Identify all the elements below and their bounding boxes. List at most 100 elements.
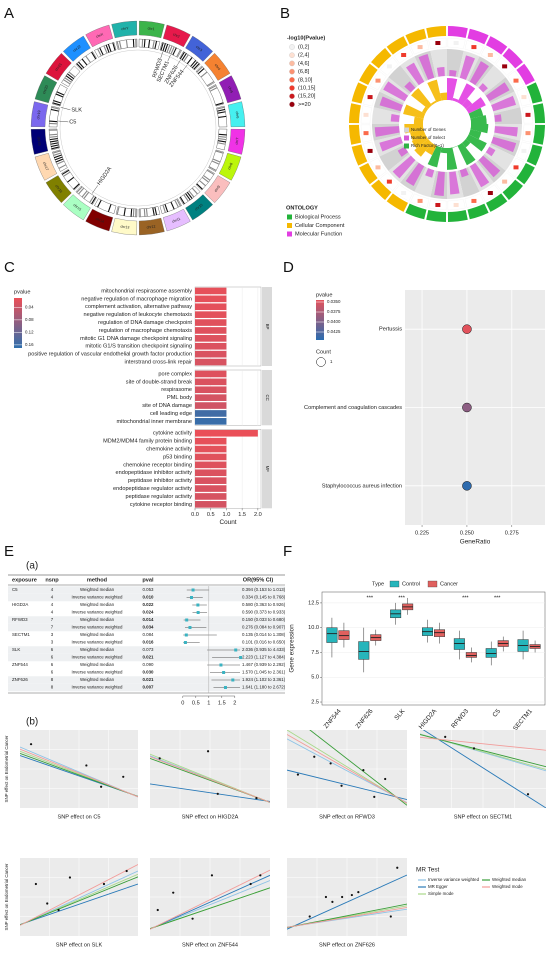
facet-strip (262, 370, 272, 426)
cell: Weighted median (80, 587, 115, 592)
category-label: mitochondrial respirasome assembly (101, 288, 192, 294)
legend-swatch (389, 580, 400, 588)
band (125, 39, 128, 48)
snp-point (308, 915, 311, 918)
category-label: mitochondrial inner membrane (116, 419, 192, 425)
chromosome (63, 35, 91, 62)
band (97, 199, 102, 208)
column-header: pval (142, 577, 154, 583)
select-bar (449, 70, 457, 77)
select-bar (383, 81, 409, 102)
or-point (185, 618, 189, 622)
category-label: peptidase regulator activity (125, 494, 192, 500)
chromosome-label: chr12 (146, 225, 155, 230)
snp-point (68, 876, 72, 879)
rich-factor-bar (439, 92, 447, 101)
band (162, 43, 166, 52)
band (61, 169, 70, 175)
cell: 0.024 (143, 610, 155, 615)
snp-point (329, 762, 332, 765)
x-axis-title: SNP effect on SLK (56, 942, 103, 948)
band (212, 158, 221, 163)
legend-dot (289, 52, 295, 58)
row-band (8, 623, 285, 632)
go-term-ring (516, 63, 535, 85)
band (53, 152, 62, 156)
cell: 4 (51, 595, 54, 600)
category-label: endopeptidase inhibitor activity (116, 470, 193, 476)
band (170, 201, 175, 210)
or-point (222, 671, 226, 674)
cell: RFWD3 (12, 617, 28, 622)
rich-factor-bar (452, 97, 459, 103)
chromosome (34, 75, 58, 104)
legend-title: -log10(Pvalue) (287, 35, 325, 41)
band (183, 194, 189, 202)
cell: 0.590 (0.373 to 0.933) (242, 610, 286, 615)
pvalue-cell (471, 198, 477, 203)
fit-line (150, 887, 270, 930)
snp-point (249, 882, 252, 886)
go-term-ring (405, 28, 427, 45)
x-axis-title: SNP effect on SECTM1 (454, 814, 513, 820)
row-band (8, 586, 285, 594)
rich-factor-bar (414, 138, 433, 157)
x-tick-label: 0 (181, 700, 184, 706)
gene-wedge (447, 49, 464, 78)
snp-point (384, 777, 387, 781)
band (143, 208, 146, 217)
go-term-ring (502, 179, 523, 200)
band (89, 195, 95, 203)
chromosome (227, 128, 246, 155)
cell: Inverse variance weighted (71, 685, 123, 690)
go-term-ring (405, 203, 427, 220)
size-key (316, 357, 326, 367)
go-term-ring (351, 82, 368, 104)
band (217, 140, 226, 143)
chromosome (111, 217, 138, 236)
chromosome (30, 101, 49, 128)
gene-label: RFWD3 (152, 58, 164, 79)
band (49, 135, 58, 138)
y-tick-label: 7.5 (311, 650, 319, 656)
significance: *** (367, 595, 374, 601)
band (50, 144, 59, 148)
chromosome (45, 175, 72, 203)
bar (195, 319, 227, 326)
legend-tick-label: 0.0375 (327, 309, 341, 314)
rich-factor-bar (457, 83, 476, 106)
legend-swatch (404, 135, 409, 141)
legend-label: (8,10] (298, 77, 313, 83)
dot (462, 402, 472, 413)
snp-point (100, 785, 103, 788)
legend-tick-label: 0.08 (25, 317, 34, 322)
pvalue-cell (386, 64, 392, 69)
category-label: endopeptidase regulator activity (113, 486, 192, 492)
x-tick-label: 1.5 (238, 512, 246, 518)
snp-point (296, 773, 300, 776)
band (186, 191, 193, 199)
snp-point (85, 764, 88, 767)
band (53, 154, 62, 159)
band (191, 187, 198, 195)
x-tick-label: 0.5 (207, 512, 215, 518)
select-bar (379, 96, 403, 112)
snp-point (472, 747, 476, 750)
fit-line (20, 864, 138, 926)
bar (195, 493, 227, 500)
band (55, 93, 64, 98)
pvalue-cell (367, 148, 373, 153)
fit-line (420, 734, 546, 768)
go-term-ring (371, 48, 392, 69)
cell: 6 (51, 647, 54, 652)
snp-point (34, 882, 37, 886)
cell: 2.036 (0.935 to 4.433) (242, 647, 286, 652)
band (49, 138, 58, 141)
cell: Inverse variance weighted (71, 625, 123, 630)
go-term-ring (351, 144, 368, 166)
snp-point (122, 775, 125, 778)
chromosome (218, 75, 242, 104)
chromosome-label: chr19 (36, 110, 41, 119)
legend-label: Cellular Component (295, 223, 345, 229)
legend-label: Simple mode (428, 891, 454, 896)
